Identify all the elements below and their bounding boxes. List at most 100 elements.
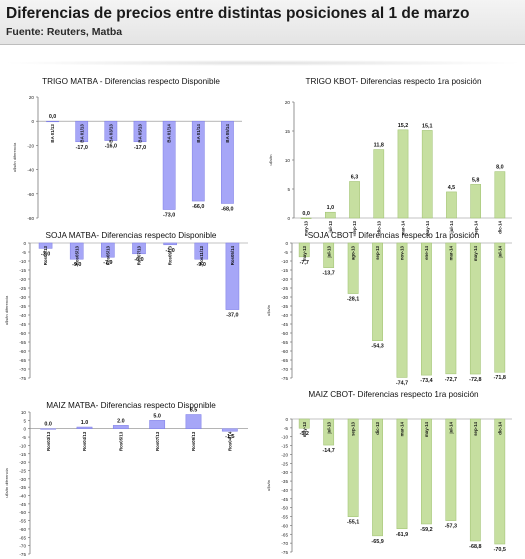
- y-tick-label: -5: [284, 426, 289, 431]
- y-tick-label: -75: [19, 376, 26, 381]
- y-tick-label: -10: [19, 443, 26, 448]
- y-tick-label: 0: [31, 119, 34, 124]
- y-tick-label: -45: [19, 502, 26, 507]
- y-tick-label: -30: [19, 477, 26, 482]
- y-tick-label: -35: [281, 479, 288, 484]
- bar: [104, 120, 118, 141]
- y-tick-label: -10: [281, 259, 288, 264]
- category-label: nov-13: [400, 245, 405, 260]
- category-label: Ros09/13: [168, 245, 173, 265]
- y-tick-label: -60: [19, 349, 26, 354]
- bar: [494, 418, 506, 545]
- bar: [372, 242, 383, 341]
- y-tick-label: -15: [19, 268, 26, 273]
- y-axis-label: u$s/tn diferencia: [4, 295, 9, 325]
- y-tick-label: -50: [19, 331, 26, 336]
- data-label: -14,7: [323, 448, 335, 454]
- bar: [324, 211, 336, 219]
- category-label: BA 01/14: [167, 124, 172, 143]
- category-label: BA 01/14: [196, 124, 201, 143]
- data-label: -17,0: [76, 145, 88, 151]
- chart-svg: 20 0 -20 -40 -60 -80 u$s/tn diferencia BA 01/13…: [12, 95, 242, 221]
- y-tick-label: -75: [281, 550, 288, 555]
- bar: [133, 120, 147, 143]
- category-label: ene-14: [424, 245, 429, 259]
- data-label: 0,0: [49, 114, 57, 120]
- y-tick-label: -55: [19, 519, 26, 524]
- y-tick-label: -25: [281, 286, 288, 291]
- chart-trigo-kbot: TRIGO KBOT- Diferencias respecto 1ra pos…: [262, 72, 525, 236]
- data-label: -37,0: [226, 313, 238, 319]
- category-label: jul-13: [328, 220, 333, 233]
- y-axis-label: u$s/tn diferencia: [12, 142, 17, 172]
- data-label: 1.0: [81, 420, 89, 426]
- data-label: -3,0: [41, 251, 50, 257]
- y-tick-label: 5: [23, 418, 26, 423]
- category-label: may-13: [302, 421, 307, 437]
- category-label: jul-14: [448, 421, 453, 434]
- y-tick-label: -50: [281, 506, 288, 511]
- data-label: -16,0: [105, 144, 117, 150]
- bar: [421, 242, 432, 376]
- y-tick-label: -35: [19, 485, 26, 490]
- bar: [300, 217, 312, 219]
- y-tick-label: -65: [281, 532, 288, 537]
- category-label: sep-14: [473, 220, 478, 234]
- y-tick-label: 0: [23, 241, 26, 246]
- y-axis-label: u$s/tn diferencia: [4, 468, 9, 498]
- category-label: jul-13: [326, 245, 331, 258]
- data-label: -65,9: [371, 539, 383, 545]
- category-label: Ros03/13: [46, 431, 51, 451]
- bar: [323, 242, 335, 268]
- y-tick-label: -30: [281, 295, 288, 300]
- data-label: 4,5: [448, 185, 456, 191]
- data-label: -1,0: [165, 248, 174, 254]
- bar: [221, 120, 234, 204]
- page-title: Diferencias de precios entre distintas p…: [6, 5, 470, 22]
- data-label: -55,1: [347, 520, 359, 526]
- y-tick-label: 0: [287, 216, 290, 221]
- chart-maiz-cbot: MAIZ CBOT- Diferencias respecto 1ra posi…: [262, 384, 525, 556]
- y-tick-label: -80: [27, 216, 34, 221]
- bar: [40, 428, 57, 430]
- chart-svg: 0 -5 -10 -15 -20 -25 -30 -35 -40 -45 -50 -55 -60 -65 -…: [266, 241, 512, 386]
- y-tick-label: -25: [19, 286, 26, 291]
- bar: [298, 418, 310, 429]
- category-label: jul-14: [449, 220, 454, 233]
- chart-title: SOJA MATBA- Diferencias respecto Disponi…: [45, 231, 217, 240]
- y-tick-label: -65: [19, 535, 26, 540]
- data-label: -70,5: [494, 547, 506, 553]
- y-tick-label: 10: [21, 410, 27, 415]
- y-tick-label: -75: [19, 552, 26, 557]
- category-label: mar-14: [400, 421, 405, 436]
- bar: [397, 129, 409, 219]
- category-label: sep-13: [375, 245, 380, 259]
- category-label: BA 01/13: [79, 124, 84, 143]
- category-label: may-13: [302, 245, 307, 261]
- y-tick-label: -60: [281, 349, 288, 354]
- bar: [494, 171, 506, 219]
- bar: [421, 418, 432, 525]
- page-source: Fuente: Reuters, Matba: [6, 26, 123, 38]
- category-label: Ros09/13: [191, 431, 196, 451]
- bar: [75, 120, 89, 143]
- y-tick-label: 0: [285, 417, 288, 422]
- category-label: sep-13: [351, 421, 356, 435]
- bar: [323, 418, 335, 446]
- bar: [194, 242, 209, 260]
- bar: [149, 420, 166, 429]
- y-tick-label: -20: [19, 277, 26, 282]
- bar: [162, 120, 176, 210]
- bar: [445, 242, 457, 375]
- data-label: 5,8: [472, 177, 480, 183]
- data-label: -73,0: [163, 213, 175, 219]
- chart-title: SOJA CBOT- Diferencias respecto 1ra posi…: [307, 231, 480, 240]
- data-label: 0.0: [44, 422, 52, 428]
- y-tick-label: -55: [281, 515, 288, 520]
- y-tick-label: -35: [281, 304, 288, 309]
- bar: [101, 242, 115, 258]
- y-tick-label: 15: [285, 129, 291, 134]
- category-label: ago-13: [351, 245, 356, 260]
- category-label: sep-14: [473, 421, 478, 435]
- category-label: may-13: [304, 220, 309, 236]
